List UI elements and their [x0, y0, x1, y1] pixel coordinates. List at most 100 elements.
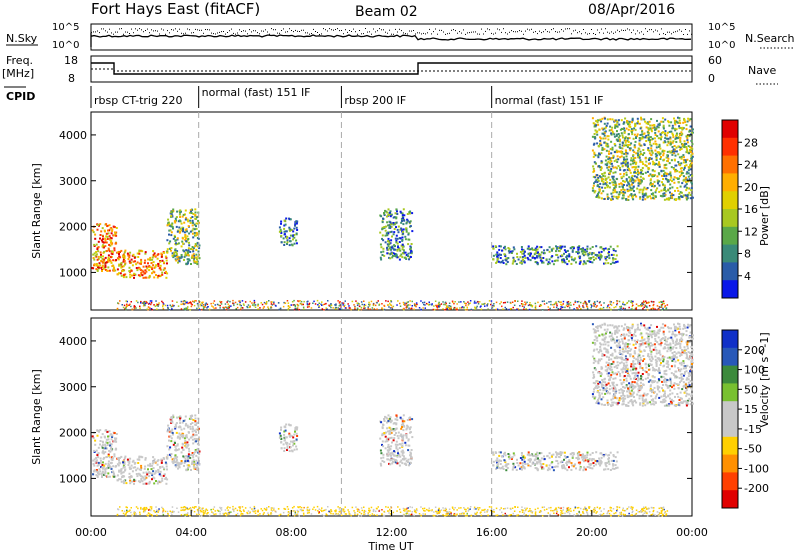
power-cell: [604, 117, 606, 120]
power-cell: [594, 301, 596, 304]
power-cell: [122, 258, 125, 261]
power-cell: [287, 307, 290, 310]
power-cell: [666, 304, 669, 306]
power-cell: [502, 302, 505, 304]
velocity-cell: [608, 460, 611, 463]
velocity-cell: [400, 434, 403, 437]
power-cell: [383, 254, 386, 257]
power-cell: [512, 246, 515, 249]
power-cell: [326, 308, 328, 310]
velocity-cell: [191, 425, 194, 428]
power-cell: [623, 158, 626, 161]
velocity-cell: [577, 461, 580, 464]
power-cell: [184, 300, 187, 302]
power-cell: [431, 304, 433, 306]
power-cell: [392, 305, 395, 308]
power-cell: [393, 244, 396, 247]
power-cell: [540, 257, 543, 260]
power-cell: [405, 229, 408, 231]
velocity-cell: [101, 451, 104, 454]
power-cell: [162, 307, 165, 310]
power-cell: [591, 261, 594, 264]
power-cell: [175, 251, 178, 254]
power-cell: [504, 248, 507, 251]
power-cell: [340, 308, 343, 310]
power-cell: [628, 184, 631, 187]
power-cell: [603, 172, 606, 175]
power-cell: [118, 253, 120, 255]
velocity-cell: [93, 449, 96, 452]
power-cell: [169, 247, 171, 250]
power-cell: [552, 263, 555, 266]
velocity-cell: [381, 460, 384, 462]
noise-search-dot: [397, 31, 398, 33]
noise-search-dot: [625, 29, 626, 31]
power-cell: [470, 308, 473, 311]
power-cell: [662, 126, 665, 129]
velocity-cell: [289, 446, 292, 449]
power-cell: [559, 246, 562, 249]
power-cell: [445, 308, 447, 311]
power-cell: [100, 266, 103, 269]
power-cell: [576, 301, 579, 303]
power-cell: [521, 300, 523, 302]
power-cell: [191, 221, 194, 224]
power-cell: [254, 306, 257, 308]
noise-search-dot: [213, 33, 214, 35]
power-cell: [407, 243, 410, 246]
velocity-cell: [189, 456, 192, 459]
power-cell: [613, 143, 616, 145]
power-cell: [579, 248, 582, 251]
power-cell: [390, 239, 393, 242]
power-cell: [216, 303, 219, 306]
power-cell: [162, 301, 164, 304]
power-cell: [634, 179, 637, 182]
power-cell: [679, 148, 682, 151]
power-cell: [383, 214, 386, 216]
power-cell: [605, 177, 608, 180]
power-cell: [618, 123, 621, 126]
power-cell: [288, 226, 291, 229]
noise-search-dot: [499, 29, 500, 31]
power-cell: [575, 251, 578, 253]
velocity-cell: [390, 419, 393, 422]
power-cell: [159, 268, 162, 271]
noise-search-dot: [297, 30, 298, 32]
power-cell: [629, 194, 632, 197]
velocity-cell: [399, 455, 402, 458]
power-cell: [144, 259, 147, 262]
power-cell: [318, 306, 320, 308]
velocity-cell: [99, 440, 102, 442]
power-cell: [405, 307, 408, 309]
velocity-cell: [181, 432, 184, 435]
power-cell: [597, 145, 600, 147]
power-cell: [660, 306, 663, 309]
power-cell: [295, 242, 298, 245]
power-cell: [510, 302, 512, 304]
velocity-cell: [293, 433, 296, 436]
power-cell: [182, 302, 185, 305]
power-cell: [159, 264, 162, 267]
velocity-cell: [589, 464, 592, 467]
power-cell: [422, 307, 424, 309]
power-cell: [480, 308, 483, 311]
noise-search-dot: [139, 28, 140, 30]
power-cell: [547, 306, 549, 308]
power-cell: [626, 162, 629, 165]
power-cell: [194, 214, 197, 217]
velocity-cell: [154, 471, 157, 474]
power-cell: [566, 258, 568, 260]
power-cell: [383, 308, 386, 311]
power-cell: [207, 306, 209, 308]
velocity-cell: [163, 473, 166, 476]
power-cell: [206, 303, 209, 306]
velocity-cell: [512, 464, 515, 467]
power-cell: [483, 303, 485, 305]
power-cell: [287, 308, 289, 311]
power-cell: [648, 157, 651, 160]
velocity-cell: [145, 476, 148, 479]
velocity-cell: [521, 458, 524, 461]
power-cell: [306, 304, 309, 306]
power-cell: [606, 195, 609, 198]
power-cell: [596, 121, 599, 124]
